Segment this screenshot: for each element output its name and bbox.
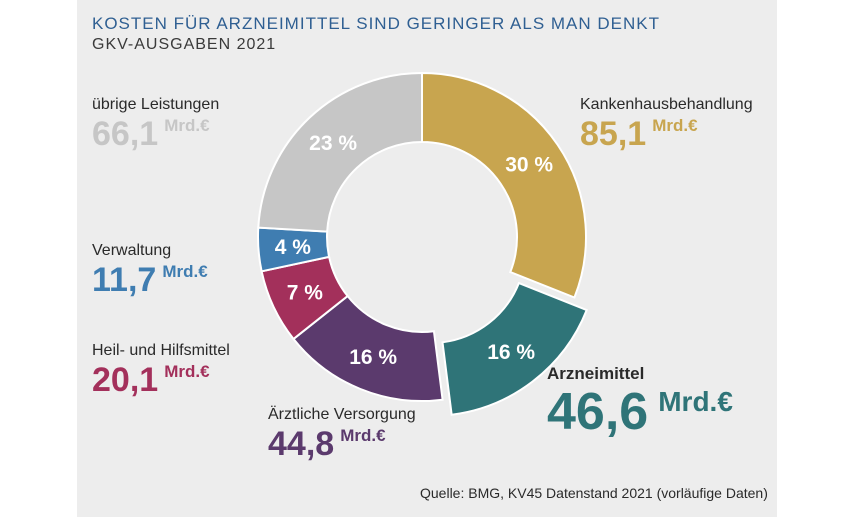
chart-title: KOSTEN FÜR ARZNEIMITTEL SIND GERINGER AL…: [92, 14, 660, 33]
source-note: Quelle: BMG, KV45 Datenstand 2021 (vorlä…: [420, 485, 768, 501]
slice-percent-label-2: 16 %: [349, 346, 397, 369]
label-krankenhaus-value: 85,1: [580, 115, 647, 153]
label-verwaltung-value: 11,7: [92, 261, 157, 299]
label-aerztliche-unit: Mrd.€: [340, 426, 386, 445]
label-heilmittel: Heil- und Hilfsmittel 20,1 Mrd.€: [92, 342, 230, 400]
slice-5: [257, 71, 423, 233]
label-verwaltung-name: Verwaltung: [92, 242, 172, 259]
label-arzneimittel: Arzneimittel 46,6 Mrd.€: [547, 364, 733, 440]
slice-percent-label-1: 16 %: [487, 341, 535, 364]
label-krankenhaus: Kankenhausbehandlung 85,1 Mrd.€: [580, 96, 753, 154]
slice-percent-label-3: 7 %: [287, 281, 324, 304]
label-arzneimittel-unit: Mrd.€: [658, 386, 733, 417]
chart-subtitle: GKV-AUSGABEN 2021: [92, 36, 277, 53]
label-verwaltung: Verwaltung 11,7 Mrd.€: [92, 242, 208, 300]
label-krankenhaus-unit: Mrd.€: [652, 116, 698, 135]
slice-1: [441, 281, 589, 416]
label-aerztliche-name: Ärztliche Versorgung: [268, 406, 416, 423]
label-krankenhaus-name: Kankenhausbehandlung: [580, 96, 753, 113]
slice-percent-label-0: 30 %: [505, 153, 553, 176]
label-uebrige-value: 66,1: [92, 115, 159, 153]
slice-0: [421, 71, 587, 299]
label-uebrige: übrige Leistungen 66,1 Mrd.€: [92, 96, 219, 154]
label-arzneimittel-value: 46,6: [547, 383, 649, 441]
label-aerztliche: Ärztliche Versorgung 44,8 Mrd.€: [268, 406, 416, 464]
label-aerztliche-value: 44,8: [268, 425, 335, 463]
label-uebrige-unit: Mrd.€: [164, 116, 210, 135]
label-heilmittel-unit: Mrd.€: [164, 362, 210, 381]
label-heilmittel-value: 20,1: [92, 361, 159, 399]
label-heilmittel-name: Heil- und Hilfsmittel: [92, 342, 230, 359]
slice-percent-label-5: 23 %: [309, 132, 357, 155]
label-arzneimittel-name: Arzneimittel: [547, 364, 645, 383]
slice-percent-label-4: 4 %: [275, 236, 312, 259]
label-uebrige-name: übrige Leistungen: [92, 96, 220, 113]
label-verwaltung-unit: Mrd.€: [162, 262, 208, 281]
